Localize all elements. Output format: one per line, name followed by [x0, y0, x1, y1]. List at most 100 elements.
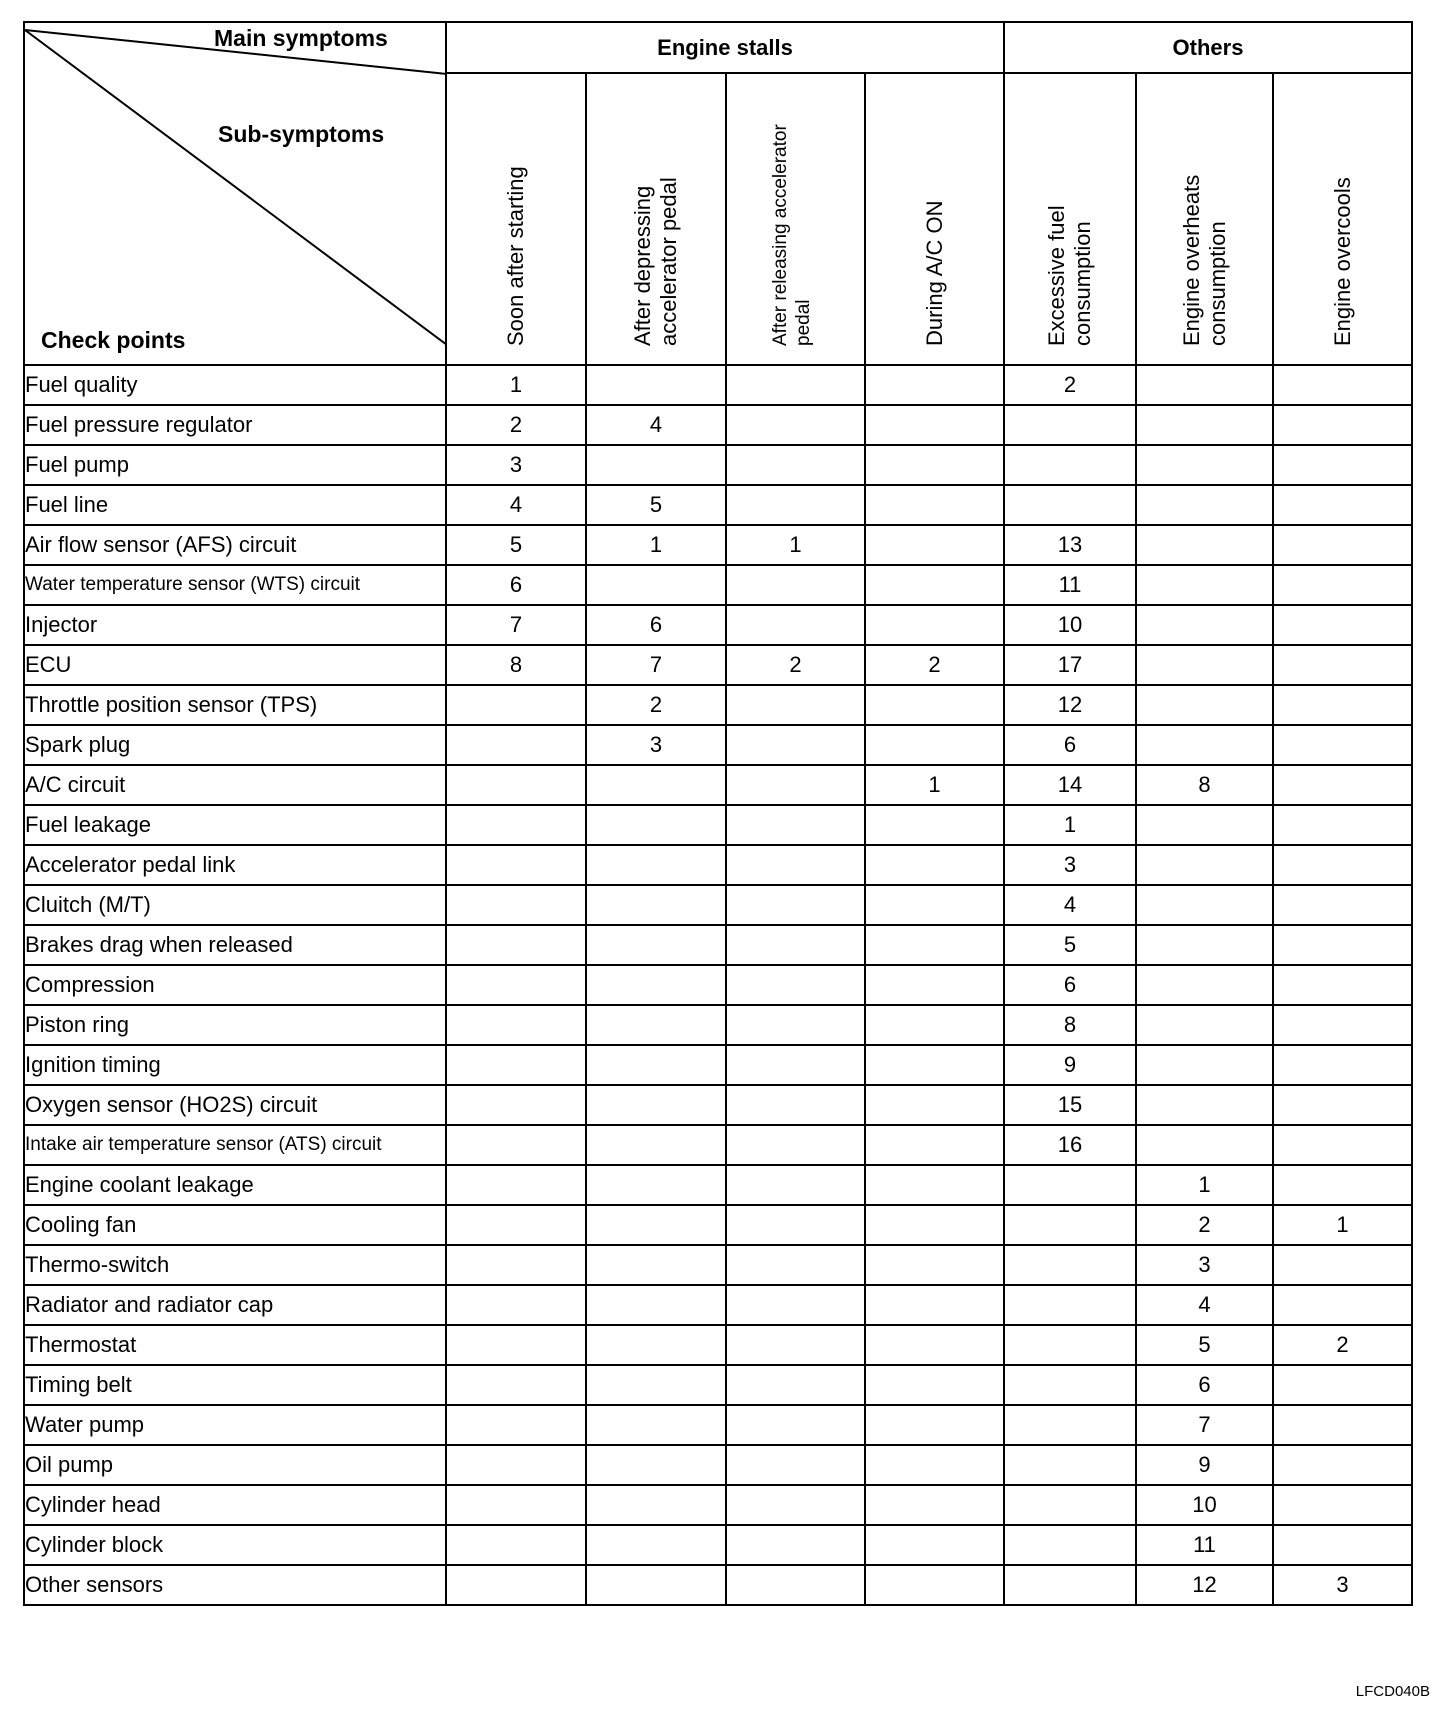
sub-symptom-label: accelerator pedal — [656, 177, 682, 346]
priority-cell — [1135, 684, 1274, 726]
check-point-name: Injector — [23, 604, 447, 646]
priority-cell — [585, 884, 727, 926]
priority-cell — [864, 724, 1005, 766]
sub-symptom-label: Soon after starting — [503, 166, 528, 346]
table-row: Piston ring 8 — [23, 1004, 1413, 1046]
priority-cell — [725, 604, 866, 646]
priority-cell — [725, 1044, 866, 1086]
priority-cell — [445, 1044, 587, 1086]
table-row: Air flow sensor (AFS) circuit 5 1 1 13 — [23, 524, 1413, 566]
priority-cell — [445, 684, 587, 726]
priority-cell — [445, 1524, 587, 1566]
priority-cell — [1135, 404, 1274, 446]
priority-cell — [1272, 1244, 1413, 1286]
priority-cell — [1135, 524, 1274, 566]
priority-cell — [1135, 604, 1274, 646]
priority-cell — [864, 844, 1005, 886]
priority-cell — [1003, 1404, 1137, 1446]
check-point-name: Cylinder block — [23, 1524, 447, 1566]
check-point-name: Fuel pump — [23, 444, 447, 486]
priority-cell — [1272, 1524, 1413, 1566]
priority-cell: 6 — [585, 604, 727, 646]
priority-cell — [585, 1324, 727, 1366]
priority-cell — [864, 1324, 1005, 1366]
priority-cell — [1135, 844, 1274, 886]
priority-cell: 4 — [445, 484, 587, 526]
priority-cell — [585, 1284, 727, 1326]
priority-cell — [725, 484, 866, 526]
priority-cell: 6 — [1135, 1364, 1274, 1406]
priority-cell — [1003, 1164, 1137, 1206]
priority-cell — [445, 724, 587, 766]
priority-cell — [725, 844, 866, 886]
sub-symptom-header: During A/C ON — [864, 72, 1005, 366]
priority-cell — [725, 964, 866, 1006]
check-point-name: Oxygen sensor (HO2S) circuit — [23, 1084, 447, 1126]
priority-cell: 12 — [1003, 684, 1137, 726]
priority-cell — [1003, 1324, 1137, 1366]
priority-cell: 1 — [445, 364, 587, 406]
priority-cell: 10 — [1003, 604, 1137, 646]
priority-cell: 4 — [1135, 1284, 1274, 1326]
table-row: Injector 7 6 10 — [23, 604, 1413, 646]
sub-symptom-header: Engine overcools — [1272, 72, 1413, 366]
diagonal-lines — [25, 29, 447, 346]
priority-cell — [585, 1164, 727, 1206]
priority-cell — [864, 484, 1005, 526]
check-point-name: Water temperature sensor (WTS) circuit — [23, 564, 447, 606]
priority-cell — [445, 1004, 587, 1046]
priority-cell: 3 — [1272, 1564, 1413, 1606]
sub-symptom-label: After depressing — [630, 185, 655, 346]
priority-cell — [1272, 1404, 1413, 1446]
priority-cell — [1272, 964, 1413, 1006]
priority-cell — [585, 1044, 727, 1086]
priority-cell — [864, 364, 1005, 406]
priority-cell — [445, 1084, 587, 1126]
priority-cell — [1135, 1004, 1274, 1046]
check-point-name: Cluitch (M/T) — [23, 884, 447, 926]
priority-cell — [1135, 964, 1274, 1006]
check-point-name: Spark plug — [23, 724, 447, 766]
priority-cell — [1272, 1124, 1413, 1166]
table-row: A/C circuit 1 14 8 — [23, 764, 1413, 806]
table-row: Fuel line 4 5 — [23, 484, 1413, 526]
priority-cell — [1272, 1444, 1413, 1486]
priority-cell: 1 — [1003, 804, 1137, 846]
priority-cell — [1135, 1044, 1274, 1086]
priority-cell — [585, 764, 727, 806]
priority-cell — [1272, 524, 1413, 566]
priority-cell — [864, 604, 1005, 646]
priority-cell — [864, 1564, 1005, 1606]
priority-cell — [445, 1284, 587, 1326]
priority-cell — [725, 1444, 866, 1486]
sub-symptom-label: Excessive fuel — [1044, 205, 1069, 346]
priority-cell — [1003, 444, 1137, 486]
table-row: Cylinder block 11 — [23, 1524, 1413, 1566]
priority-cell — [1272, 484, 1413, 526]
priority-cell — [1272, 1164, 1413, 1206]
table-row: Water temperature sensor (WTS) circuit 6 1… — [23, 564, 1413, 606]
priority-cell: 1 — [585, 524, 727, 566]
priority-cell: 7 — [445, 604, 587, 646]
priority-cell — [1135, 1084, 1274, 1126]
table-row: Other sensors 12 3 — [23, 1564, 1413, 1606]
priority-cell: 2 — [1003, 364, 1137, 406]
priority-cell: 8 — [1003, 1004, 1137, 1046]
priority-cell — [585, 964, 727, 1006]
priority-cell — [585, 1004, 727, 1046]
priority-cell — [725, 404, 866, 446]
table-row: Compression 6 — [23, 964, 1413, 1006]
priority-cell — [864, 1484, 1005, 1526]
check-point-name: Fuel line — [23, 484, 447, 526]
priority-cell — [1135, 364, 1274, 406]
priority-cell — [445, 1564, 587, 1606]
check-point-name: Water pump — [23, 1404, 447, 1446]
table-row: Ignition timing 9 — [23, 1044, 1413, 1086]
priority-cell — [864, 884, 1005, 926]
priority-cell — [725, 884, 866, 926]
priority-cell — [1272, 844, 1413, 886]
priority-cell — [585, 804, 727, 846]
priority-cell — [864, 1364, 1005, 1406]
priority-cell — [445, 804, 587, 846]
priority-cell — [445, 1244, 587, 1286]
